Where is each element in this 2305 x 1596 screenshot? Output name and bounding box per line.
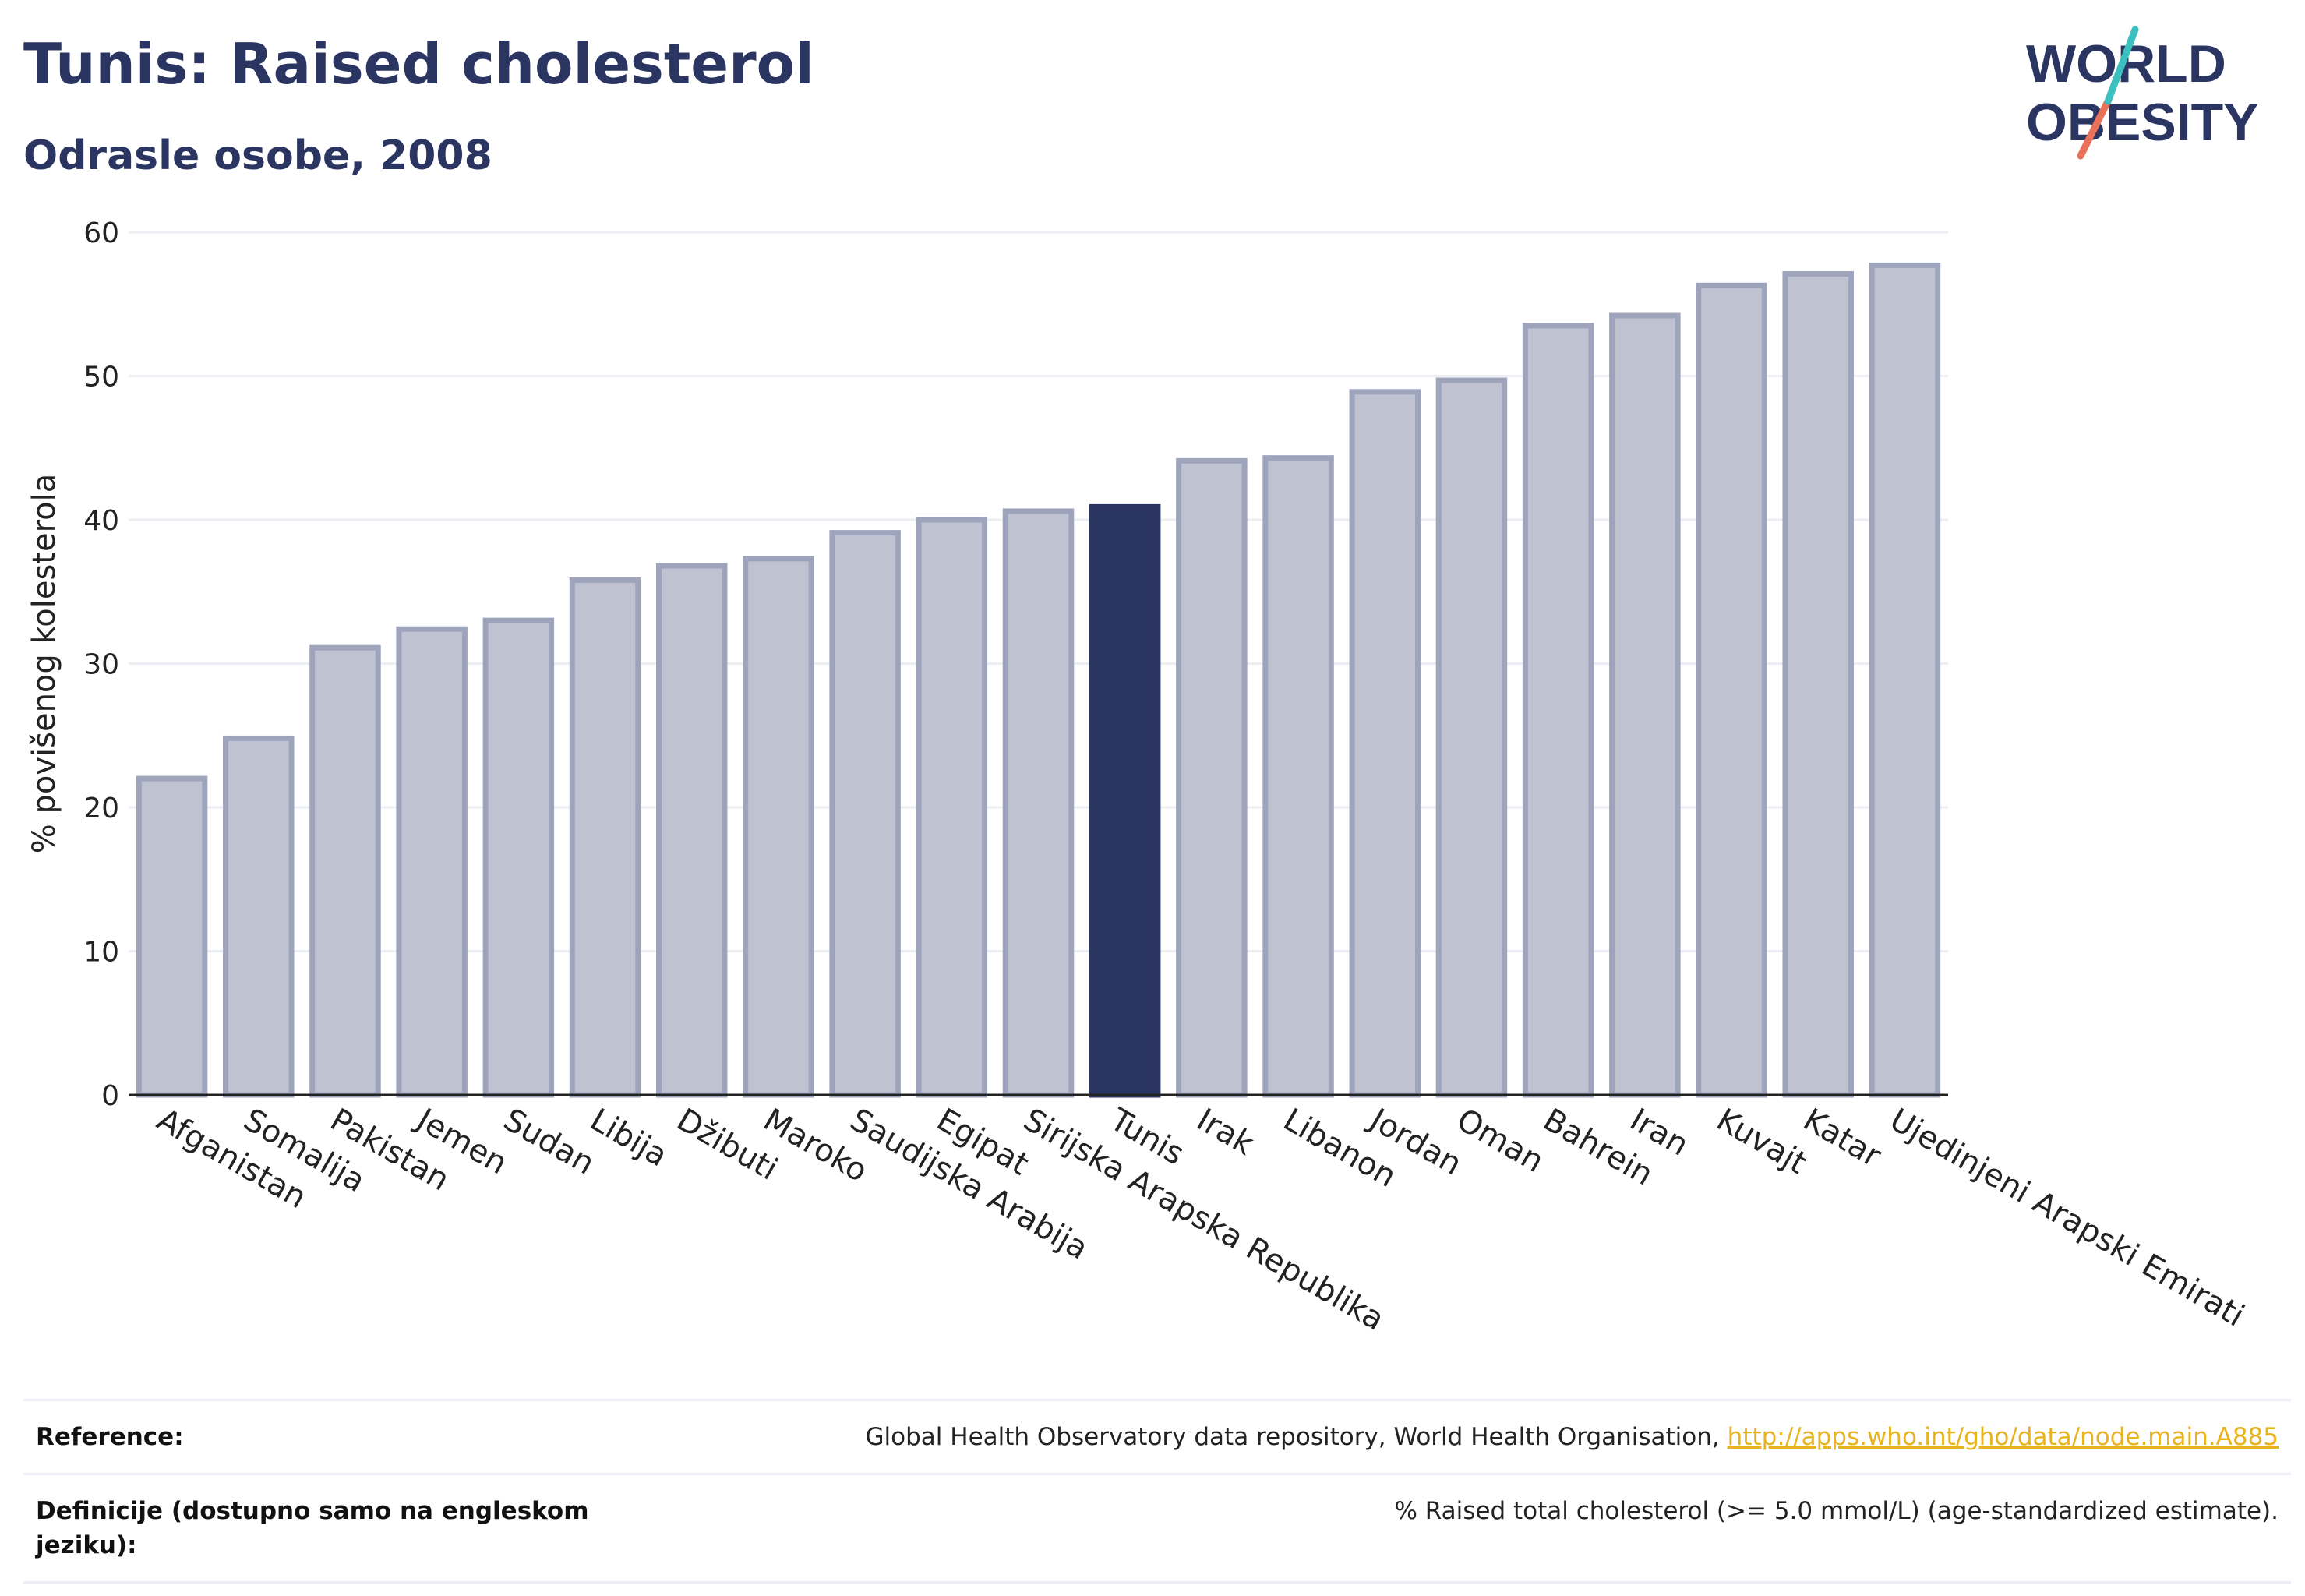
- x-tick-label: Libija: [584, 1102, 673, 1174]
- reference-table: Reference: Global Health Observatory dat…: [23, 1399, 2291, 1584]
- logo-line2: OBESITY: [2026, 93, 2259, 152]
- reference-text: Global Health Observatory data repositor…: [865, 1423, 1728, 1451]
- definition-row: Definicije (dostupno samo na engleskom j…: [23, 1473, 2291, 1584]
- reference-value: Global Health Observatory data repositor…: [866, 1420, 2279, 1454]
- bar: [1262, 455, 1334, 1098]
- bar: [136, 775, 208, 1098]
- bar: [1089, 503, 1161, 1098]
- bar: [1869, 262, 1941, 1098]
- bar: [482, 617, 555, 1098]
- x-tick-label: Kuvajt: [1710, 1102, 1813, 1181]
- definition-value: % Raised total cholesterol (>= 5.0 mmol/…: [1394, 1497, 2279, 1525]
- page-subtitle: Odrasle osobe, 2008: [23, 132, 492, 179]
- bar: [1522, 323, 1594, 1098]
- x-tick-label: Katar: [1797, 1102, 1887, 1174]
- x-tick-label: Džibuti: [671, 1102, 784, 1188]
- bar: [223, 735, 295, 1098]
- bar: [569, 577, 641, 1098]
- bar: [1696, 282, 1767, 1098]
- reference-label: Reference:: [36, 1423, 184, 1451]
- y-tick-label: 40: [83, 505, 119, 537]
- reference-link[interactable]: http://apps.who.int/gho/data/node.main.A…: [1727, 1423, 2279, 1451]
- bar: [1176, 457, 1248, 1098]
- bar: [1349, 389, 1421, 1098]
- logo-slash-red: [2077, 97, 2112, 160]
- bar: [829, 530, 901, 1098]
- definition-label: Definicije (dostupno samo na engleskom j…: [36, 1497, 589, 1559]
- bar: [916, 517, 988, 1098]
- y-tick-label: 30: [83, 649, 119, 681]
- y-tick-label: 0: [101, 1080, 119, 1112]
- bar: [1782, 271, 1854, 1098]
- y-axis-title: % povišenog kolesterola: [26, 474, 62, 853]
- page-title: Tunis: Raised cholesterol: [23, 31, 814, 97]
- world-obesity-logo: WORLD OBESITY: [2026, 26, 2259, 160]
- y-tick-label: 60: [83, 217, 119, 249]
- x-tick-label: Irak: [1191, 1102, 1260, 1163]
- bar: [1002, 508, 1075, 1098]
- y-tick-label: 10: [83, 937, 119, 969]
- x-tick-label: Oman: [1450, 1102, 1549, 1180]
- bar: [309, 644, 381, 1098]
- logo-slash-teal: [2104, 26, 2139, 105]
- x-tick-label: Sudan: [497, 1102, 600, 1182]
- bar: [396, 626, 468, 1098]
- bar: [1435, 377, 1508, 1098]
- bar: [655, 563, 728, 1098]
- bar: [743, 556, 814, 1098]
- y-tick-label: 50: [83, 362, 119, 394]
- y-tick-label: 20: [83, 793, 119, 824]
- bar: [1609, 312, 1681, 1098]
- x-tick-label: Ujedinjeni Arapski Emirati: [1883, 1102, 2250, 1334]
- reference-row: Reference: Global Health Observatory dat…: [23, 1399, 2291, 1473]
